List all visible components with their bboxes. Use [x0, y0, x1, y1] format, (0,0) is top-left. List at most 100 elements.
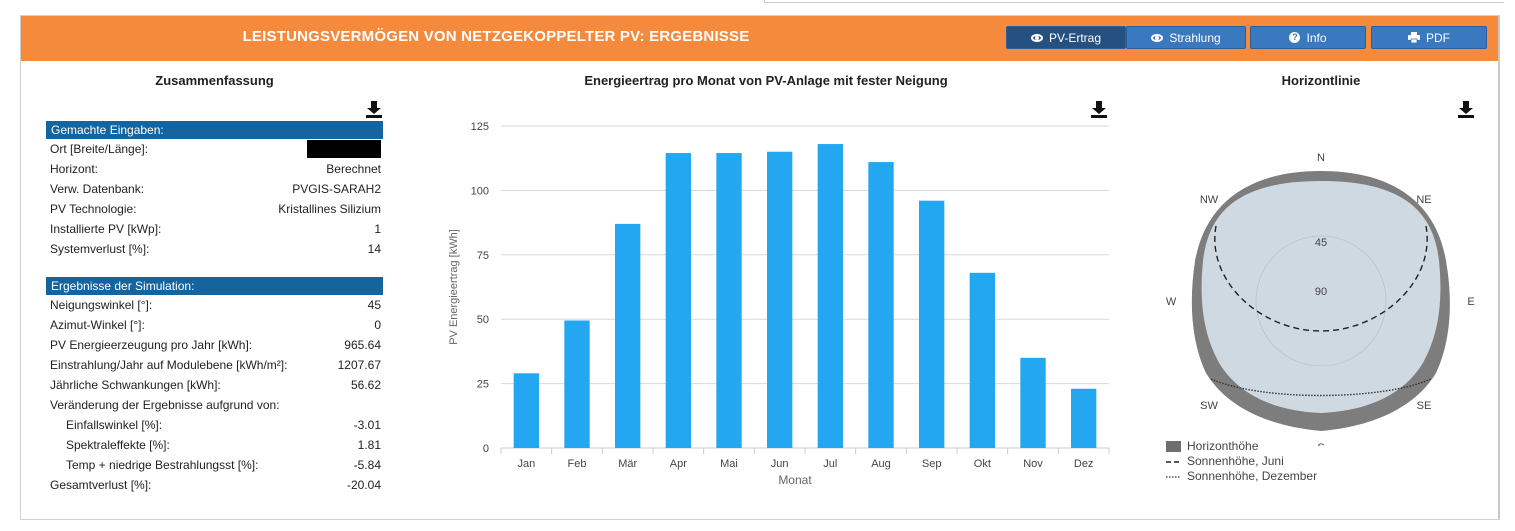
- bar: [665, 153, 691, 448]
- summary-row: Einstrahlung/Jahr auf Modulebene [kWh/m²…: [46, 355, 383, 375]
- download-icon[interactable]: [1457, 100, 1475, 118]
- legend-swatch: [1166, 475, 1181, 478]
- bar: [1020, 357, 1046, 448]
- compass-nw: NW: [1200, 194, 1219, 206]
- sun-path-december: [1210, 378, 1432, 397]
- y-tick-label: 75: [477, 250, 489, 262]
- legend-label: Sonnenhöhe, Juni: [1187, 454, 1284, 468]
- row-label: Einstrahlung/Jahr auf Modulebene [kWh/m²…: [50, 358, 288, 372]
- eye-icon: [1151, 33, 1164, 42]
- compass-n: N: [1317, 152, 1325, 164]
- compass-e: E: [1467, 296, 1474, 308]
- row-value: PVGIS-SARAH2: [292, 182, 381, 196]
- row-label: Temp + niedrige Bestrahlungsst [%]:: [66, 458, 259, 472]
- row-value: 56.62: [350, 378, 381, 392]
- summary-row: Azimut-Winkel [°]: 0: [46, 315, 383, 335]
- row-label: Horizont:: [50, 162, 99, 176]
- row-label: Ort [Breite/Länge]:: [50, 142, 149, 156]
- x-tick-label: Jul: [823, 458, 837, 470]
- y-axis-title: PV Energieertrag [kWh]: [448, 229, 460, 345]
- inputs-list: Ort [Breite/Länge]: Horizont: Berechnet Ver…: [46, 139, 383, 259]
- bar: [767, 151, 793, 448]
- pdf-label: PDF: [1426, 30, 1450, 45]
- info-button[interactable]: ? Info: [1250, 26, 1366, 49]
- results-list: Neigungswinkel [°]: 45 Azimut-Winkel [°]: 0…: [46, 295, 383, 495]
- legend-label: Sonnenhöhe, Dezember: [1187, 469, 1318, 483]
- horizon-legend: Horizonthöhe Sonnenhöhe, Juni Sonnenhöhe…: [1166, 439, 1317, 484]
- results-header: LEISTUNGSVERMÖGEN VON NETZGEKOPPELTER PV…: [21, 16, 1498, 61]
- summary-row: Veränderung der Ergebnisse aufgrund von:: [46, 395, 383, 415]
- bar: [1071, 388, 1097, 448]
- sky-area: [1201, 181, 1441, 413]
- legend-item: Horizonthöhe: [1166, 439, 1317, 454]
- download-icon[interactable]: [1090, 100, 1108, 118]
- x-tick-label: Feb: [568, 458, 587, 470]
- compass-s: S: [1317, 442, 1324, 446]
- inputs-header: Gemachte Eingaben:: [46, 121, 383, 139]
- row-label: Veränderung der Ergebnisse aufgrund von:: [50, 398, 280, 412]
- summary-title: Zusammenfassung: [155, 73, 274, 88]
- bar: [817, 144, 843, 449]
- compass-w: W: [1166, 296, 1177, 308]
- compass-se: SE: [1417, 400, 1432, 412]
- ring-90-label: 90: [1315, 286, 1327, 298]
- y-tick-label: 0: [483, 443, 489, 455]
- y-tick-label: 125: [471, 121, 489, 133]
- row-label: Jährliche Schwankungen [kWh]:: [50, 378, 221, 392]
- row-value: -20.04: [346, 478, 381, 492]
- x-tick-label: Mai: [720, 458, 738, 470]
- row-value: -5.84: [353, 458, 381, 472]
- page-title: LEISTUNGSVERMÖGEN VON NETZGEKOPPELTER PV…: [242, 28, 750, 45]
- x-tick-label: Okt: [974, 458, 991, 470]
- row-label: Neigungswinkel [°]:: [50, 298, 153, 312]
- summary-row: PV Energieerzeugung pro Jahr [kWh]: 965.6…: [46, 335, 383, 355]
- download-icon[interactable]: [365, 100, 383, 118]
- top-divider: [764, 0, 1504, 3]
- legend-item: Sonnenhöhe, Dezember: [1166, 469, 1317, 484]
- row-value: 1.81: [357, 438, 381, 452]
- summary-row: Einfallswinkel [%]: -3.01: [46, 415, 383, 435]
- y-tick-label: 50: [477, 314, 489, 326]
- horizon-chart: 45 90 N NE E SE S SW W NW: [1166, 152, 1475, 446]
- legend-swatch: [1166, 460, 1181, 463]
- summary-row: Temp + niedrige Bestrahlungsst [%]: -5.84: [46, 455, 383, 475]
- row-label: PV Energieerzeugung pro Jahr [kWh]:: [50, 338, 253, 352]
- summary-row: Jährliche Schwankungen [kWh]: 56.62: [46, 375, 383, 395]
- summary-row: Ort [Breite/Länge]:: [46, 139, 383, 159]
- summary-row: Verw. Datenbank: PVGIS-SARAH2: [46, 179, 383, 199]
- row-label: Spektraleffekte [%]:: [66, 438, 170, 452]
- redacted-location: [307, 140, 381, 158]
- row-value: 1: [374, 222, 381, 236]
- row-label: Einfallswinkel [%]:: [66, 418, 163, 432]
- bar: [969, 272, 995, 448]
- summary-row: Installierte PV [kWp]: 1: [46, 219, 383, 239]
- question-circle-icon: ?: [1289, 32, 1301, 43]
- x-tick-label: Apr: [670, 458, 687, 470]
- x-tick-label: Jun: [771, 458, 789, 470]
- row-label: PV Technologie:: [50, 202, 137, 216]
- monthly-energy-chart: 0 25 50 75 100 125 Jan Feb Mär Apr Mai Jun Jul Aug Sep…: [448, 121, 1110, 487]
- summary-row: Spektraleffekte [%]: 1.81: [46, 435, 383, 455]
- pv-yield-button[interactable]: PV-Ertrag: [1006, 26, 1126, 49]
- results-header-bar: Ergebnisse der Simulation:: [46, 277, 383, 295]
- printer-icon: [1408, 32, 1420, 43]
- row-value: 14: [367, 242, 381, 256]
- summary-row: Gesamtverlust [%]: -20.04: [46, 475, 383, 495]
- row-label: Verw. Datenbank:: [50, 182, 145, 196]
- row-value: Kristallines Silizium: [278, 202, 381, 216]
- chart-title: Energieertrag pro Monat von PV-Anlage mi…: [584, 73, 948, 88]
- ring-45-label: 45: [1315, 237, 1327, 249]
- radiation-button[interactable]: Strahlung: [1126, 26, 1246, 49]
- bar: [919, 200, 945, 448]
- ring-45: [1255, 235, 1387, 367]
- y-tick-label: 25: [477, 379, 489, 391]
- pdf-button[interactable]: PDF: [1371, 26, 1487, 49]
- summary-row: Horizont: Berechnet: [46, 159, 383, 179]
- row-value: Berechnet: [326, 162, 381, 176]
- bar: [615, 223, 641, 448]
- horizon-title: Horizontlinie: [1281, 73, 1361, 88]
- results-panel: LEISTUNGSVERMÖGEN VON NETZGEKOPPELTER PV…: [20, 15, 1500, 520]
- row-value: 1207.67: [337, 358, 381, 372]
- y-tick-label: 100: [471, 185, 489, 197]
- x-tick-label: Mär: [618, 458, 637, 470]
